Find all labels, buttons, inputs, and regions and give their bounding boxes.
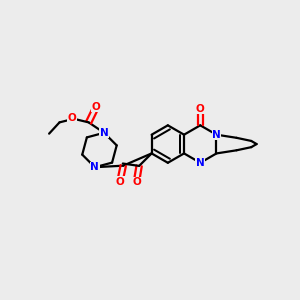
Text: O: O [132,177,141,187]
Text: N: N [212,130,221,140]
Text: N: N [100,128,109,138]
Text: O: O [68,112,77,123]
Text: N: N [196,158,205,168]
Text: O: O [116,177,124,187]
Text: O: O [196,104,205,114]
Text: O: O [92,102,100,112]
Text: N: N [91,162,99,172]
